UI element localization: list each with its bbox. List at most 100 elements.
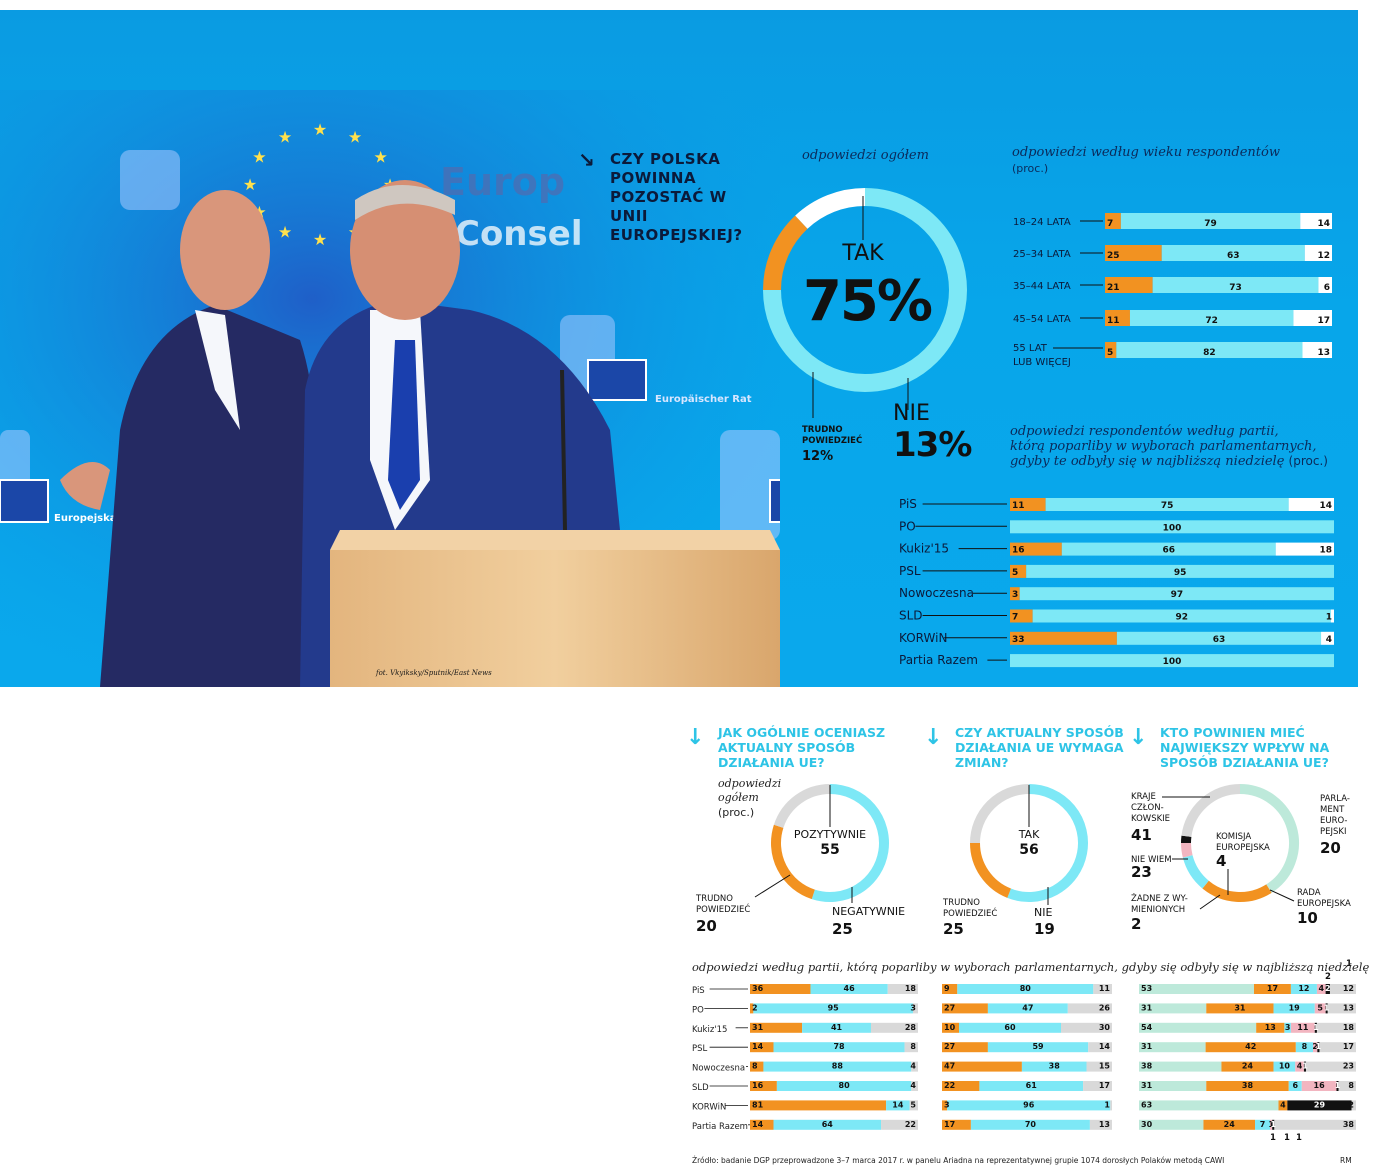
sign-europejska: Europejska [54, 513, 116, 524]
bottom-col1-row-5-seg-2 [1083, 1081, 1112, 1091]
bottom-col0-row-1-seg-2 [912, 1003, 918, 1014]
bottom-col0-row-6-seg-0 [750, 1100, 887, 1111]
bottom-party-label: PO [692, 1005, 704, 1015]
party-row-5-seg-0 [1010, 609, 1033, 623]
bottom-col1-row-2-seg-0 [942, 1022, 959, 1033]
bottom-col2-row-1-seg-2 [1273, 1003, 1315, 1014]
bottom-panel: POZYTYWNIE 55 TRUDNO POWIEDZIEĆ 20 NEGATYWNIE… [680, 715, 1400, 1173]
bottom-col2-row-4-seg-1 [1221, 1061, 1274, 1072]
age-row-4-seg-1 [1116, 342, 1303, 358]
bottom-col2-row-0-seg-5 [1329, 984, 1356, 994]
party-row-0-label-0: 11 [1012, 501, 1025, 511]
age-row-3-label-2: 17 [1317, 316, 1330, 326]
age-row-0-label-1: 79 [1204, 219, 1217, 229]
bottom-col2-row-3-seg-1 [1205, 1042, 1296, 1053]
party-row-2-seg-0 [1010, 542, 1062, 556]
party-row-2-seg-2 [1275, 542, 1334, 556]
age-row-3-seg-0 [1105, 310, 1130, 326]
eu-star: ★ [373, 148, 387, 167]
bottom-col2-row-2-seg-3 [1290, 1022, 1315, 1033]
party-cat-label: Nowoczesna [899, 586, 974, 600]
q3-arrow-icon: ↓ [924, 725, 943, 750]
bottom-col2-row-6-seg-4 [1287, 1100, 1352, 1111]
bottom-col1-row-5-label-1: 61 [1026, 1081, 1038, 1090]
party-row-1-seg-1 [1010, 520, 1334, 534]
bottom-col2-row-1-seg-5 [1327, 1003, 1356, 1014]
bottom-col1-row-6-seg-0 [942, 1100, 948, 1111]
bottom-col2-row-5-label-5: 8 [1348, 1081, 1354, 1090]
bottom-col0-row-1-label-1: 95 [828, 1003, 840, 1012]
q3-donut-slice-0 [1007, 784, 1088, 902]
main-tak-value: 75% [803, 269, 932, 334]
bottom-col2-row-0-seg-4 [1325, 984, 1330, 994]
bottom-col2-row-5-seg-4 [1336, 1081, 1339, 1091]
q4-donut-slice-0 [1239, 784, 1299, 893]
q3-tak-label: TAK [1018, 828, 1040, 841]
bottom-col2-row-6-label-4: 29 [1314, 1100, 1326, 1109]
party-row-6-label-0: 33 [1012, 635, 1025, 645]
arrow-icon: ↘ [578, 148, 595, 172]
party-row-0-seg-0 [1010, 498, 1046, 511]
party-row-5-seg-1 [1032, 609, 1331, 623]
bottom-col2-row-1-label-1: 31 [1234, 1003, 1246, 1012]
q2-subtitle-1: odpowiedzi [718, 777, 782, 790]
party-row-2-seg-1 [1061, 542, 1276, 556]
bottom-col0-row-5-label-0: 16 [752, 1081, 764, 1090]
q2-donut-slice-1 [771, 824, 816, 900]
q4-rada-label: RADA [1297, 888, 1321, 898]
bottom-col2-row-4-label-2: 10 [1279, 1062, 1291, 1071]
party-row-4-seg-1 [1019, 587, 1334, 601]
bottom-col2-row-5-seg-5 [1338, 1081, 1356, 1091]
photo-credit: fot. Vkyiksky/Sputnik/East News [375, 669, 492, 677]
bottom-col1-row-5-seg-0 [942, 1081, 980, 1091]
bottom-party-label: PiS [692, 986, 705, 996]
party-row-5-label-2: 1 [1326, 613, 1332, 623]
bottom-col1-row-1-seg-2 [1067, 1003, 1112, 1014]
bottom-col1-row-2-seg-2 [1061, 1022, 1112, 1033]
photo-illustration: ★★★★★★★★★★★★ Europ Consel Europäischer R… [0, 90, 780, 687]
party-unit: (proc.) [1288, 454, 1328, 468]
eu-flag-1 [587, 359, 647, 401]
party-row-6-seg-2 [1321, 631, 1334, 645]
bottom-party-label: Partia Razem [692, 1122, 748, 1132]
age-row-2-label-1: 73 [1229, 283, 1242, 293]
bottom-col0-row-4-seg-1 [763, 1061, 912, 1072]
bottom-col2-row-1-label-3: 5 [1317, 1003, 1323, 1012]
q2-neg-label: NEGATYWNIE [832, 905, 905, 918]
party-row-2-label-1: 66 [1162, 546, 1175, 556]
bottom-col1-row-3-label-0: 27 [944, 1042, 955, 1051]
party-row-2-label-2: 18 [1319, 546, 1332, 556]
bottom-col2-row-0-label-3: 4 [1318, 984, 1324, 993]
bottom-col2-row-1-seg-4 [1325, 1003, 1328, 1014]
q4-donut-slice-5 [1181, 784, 1241, 838]
bottom-col2-row-3-seg-0 [1139, 1042, 1206, 1053]
party-row-0-label-2: 14 [1319, 501, 1332, 511]
q4-kom-label-2: EUROPEJSKA [1216, 843, 1270, 853]
age-row-1-seg-1 [1161, 245, 1305, 261]
q3-tr-value: 25 [943, 920, 964, 938]
footer-source: Źródło: badanie DGP przeprowadzone 3–7 m… [692, 1156, 1225, 1165]
main-trudno-value: 12% [802, 449, 833, 464]
bottom-col1-row-4-seg-2 [1086, 1061, 1112, 1072]
bottom-col2-row-4-label-5: 23 [1343, 1062, 1354, 1071]
party-row-4-label-0: 3 [1012, 590, 1018, 600]
q4-rada-leader [1269, 889, 1295, 902]
bottom-col2-row-5-label-1: 38 [1242, 1081, 1254, 1090]
bottom-col2-row-4-label-1: 24 [1242, 1062, 1254, 1071]
q2-tr-value: 20 [696, 917, 717, 935]
bottom-col2-row-5-seg-0 [1139, 1081, 1207, 1091]
bottom-col2-row-5-label-3: 16 [1314, 1081, 1326, 1090]
main-subtitle: odpowiedzi ogółem [802, 148, 929, 163]
bottom-col1-row-3-seg-1 [987, 1042, 1089, 1053]
q3-tak-value: 56 [1019, 842, 1038, 858]
bottom-col0-row-6-label-0: 81 [752, 1100, 764, 1109]
bottom-col2-row-2-seg-0 [1139, 1022, 1257, 1033]
bottom-col0-row-3-seg-1 [773, 1042, 905, 1053]
bottom-col0-row-1-label-2: 3 [910, 1003, 916, 1012]
bottom-party-label: PSL [692, 1044, 708, 1054]
bottom-col0-row-2-seg-2 [870, 1022, 918, 1033]
bottom-col2-row-4-label-4: 1 [1302, 1062, 1308, 1071]
bottom-col1-row-3-label-2: 14 [1099, 1042, 1111, 1051]
bottom-col2-row-5-label-0: 31 [1141, 1081, 1153, 1090]
bottom-col1-row-0-label-0: 9 [944, 984, 950, 993]
